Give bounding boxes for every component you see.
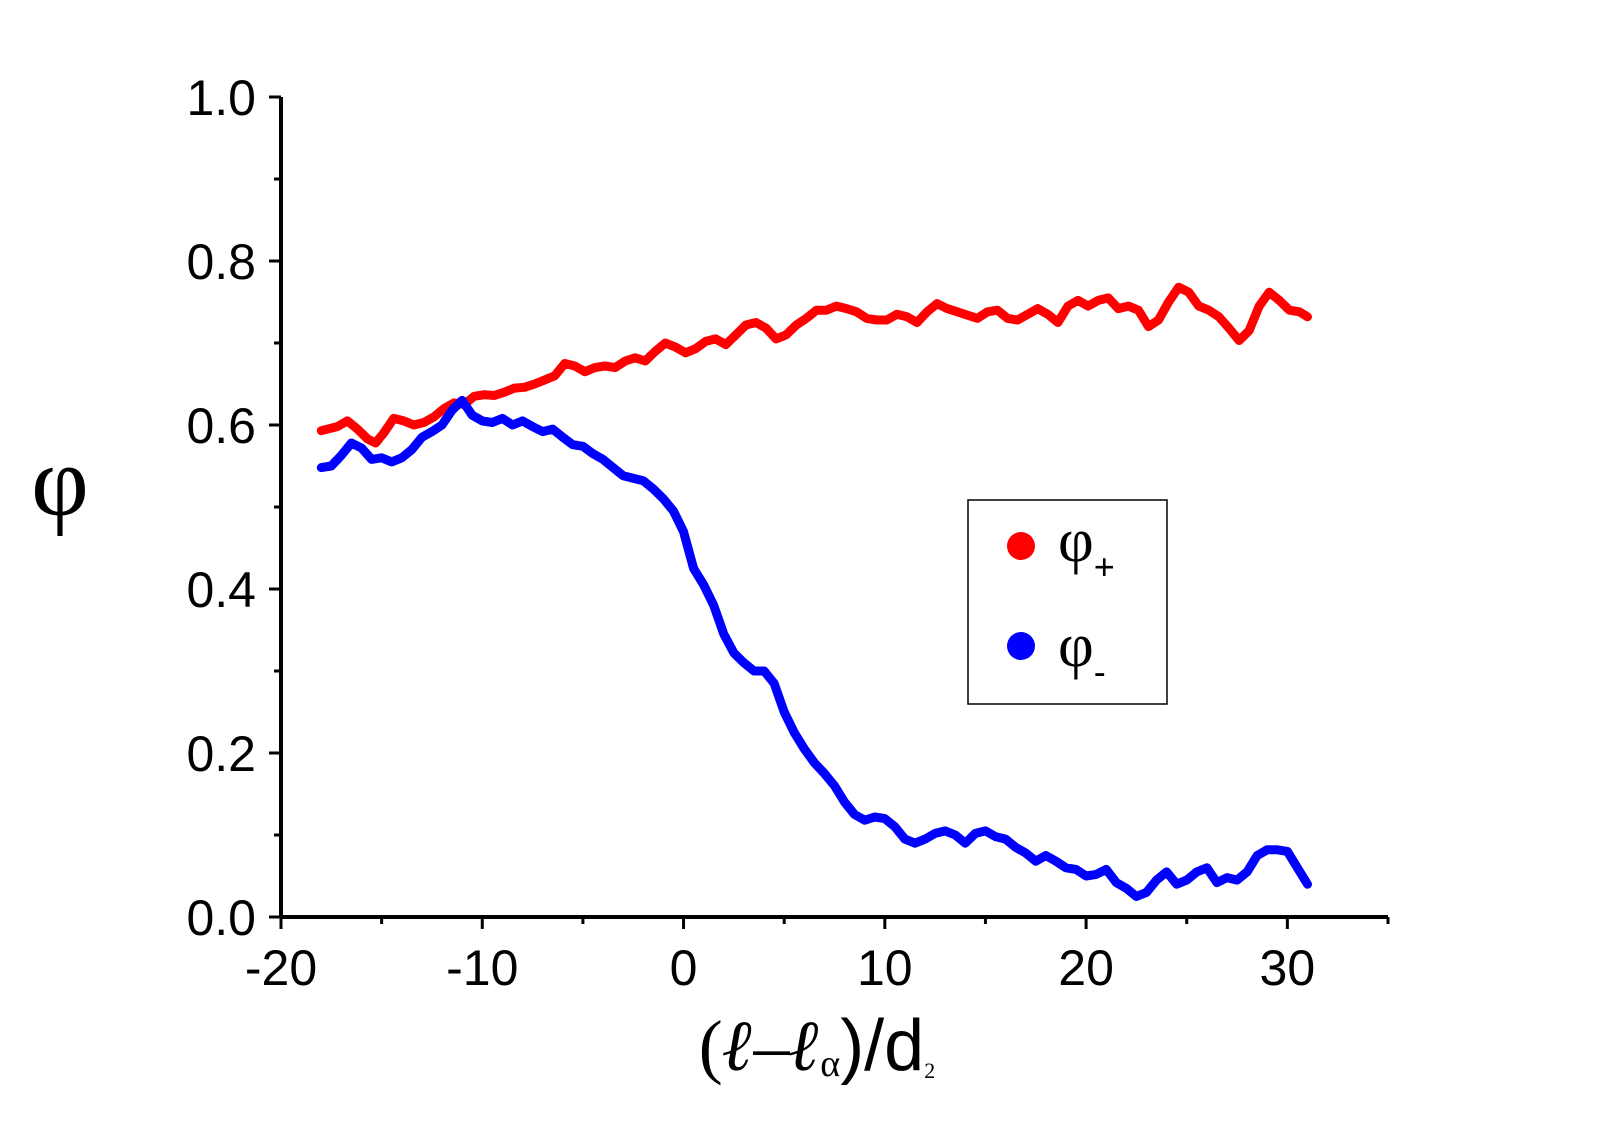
legend: φ+ φ- (967, 499, 1168, 705)
x-tick-label: 30 (1260, 940, 1316, 996)
tick-labels: -20 -10 0 10 20 30 0.0 0.2 0.4 0.6 0.8 1.0 (186, 70, 1315, 996)
x-axis-title-open: ( (699, 1006, 723, 1086)
series-line-phi-minus (316, 395, 1312, 901)
x-axis-title-close: )/d (840, 1006, 924, 1086)
x-axis-title-ell-2: ℓ (790, 1006, 821, 1086)
y-axis-title: φ (31, 426, 89, 537)
series-layer (316, 282, 1312, 901)
x-axis-title-sub-2: 2 (924, 1058, 935, 1083)
x-axis-title-dash: – (753, 1006, 791, 1086)
legend-label-phi-minus-sub: - (1094, 651, 1106, 692)
x-tick-label: -20 (245, 940, 317, 996)
legend-label-phi-plus-sub: + (1094, 546, 1115, 587)
y-tick-label: 0.2 (186, 726, 256, 782)
legend-box (967, 499, 1168, 705)
legend-marker-phi-minus (1007, 632, 1035, 660)
series-line-phi-plus (316, 282, 1312, 448)
legend-label-phi-plus-main: φ (1058, 507, 1094, 575)
x-tick-label: -10 (446, 940, 518, 996)
y-tick-label: 0.0 (186, 890, 256, 946)
x-tick-label: 10 (857, 940, 913, 996)
legend-label-phi-minus-main: φ (1058, 612, 1094, 680)
x-tick-label: 0 (670, 940, 698, 996)
legend-label-phi-plus: φ+ (1058, 507, 1115, 587)
ticks (269, 95, 1390, 929)
legend-marker-phi-plus (1007, 532, 1035, 560)
y-tick-label: 0.4 (186, 562, 256, 618)
y-tick-label: 0.8 (186, 234, 256, 290)
x-tick-label: 20 (1058, 940, 1114, 996)
legend-label-phi-minus: φ- (1058, 612, 1106, 692)
y-tick-label: 0.6 (186, 398, 256, 454)
y-tick-label: 1.0 (186, 70, 256, 126)
x-axis-title: (ℓ–ℓα)/d2 (699, 1006, 935, 1086)
x-axis-title-sub-alpha: α (820, 1043, 840, 1085)
x-axis-title-ell-1: ℓ (723, 1006, 754, 1086)
